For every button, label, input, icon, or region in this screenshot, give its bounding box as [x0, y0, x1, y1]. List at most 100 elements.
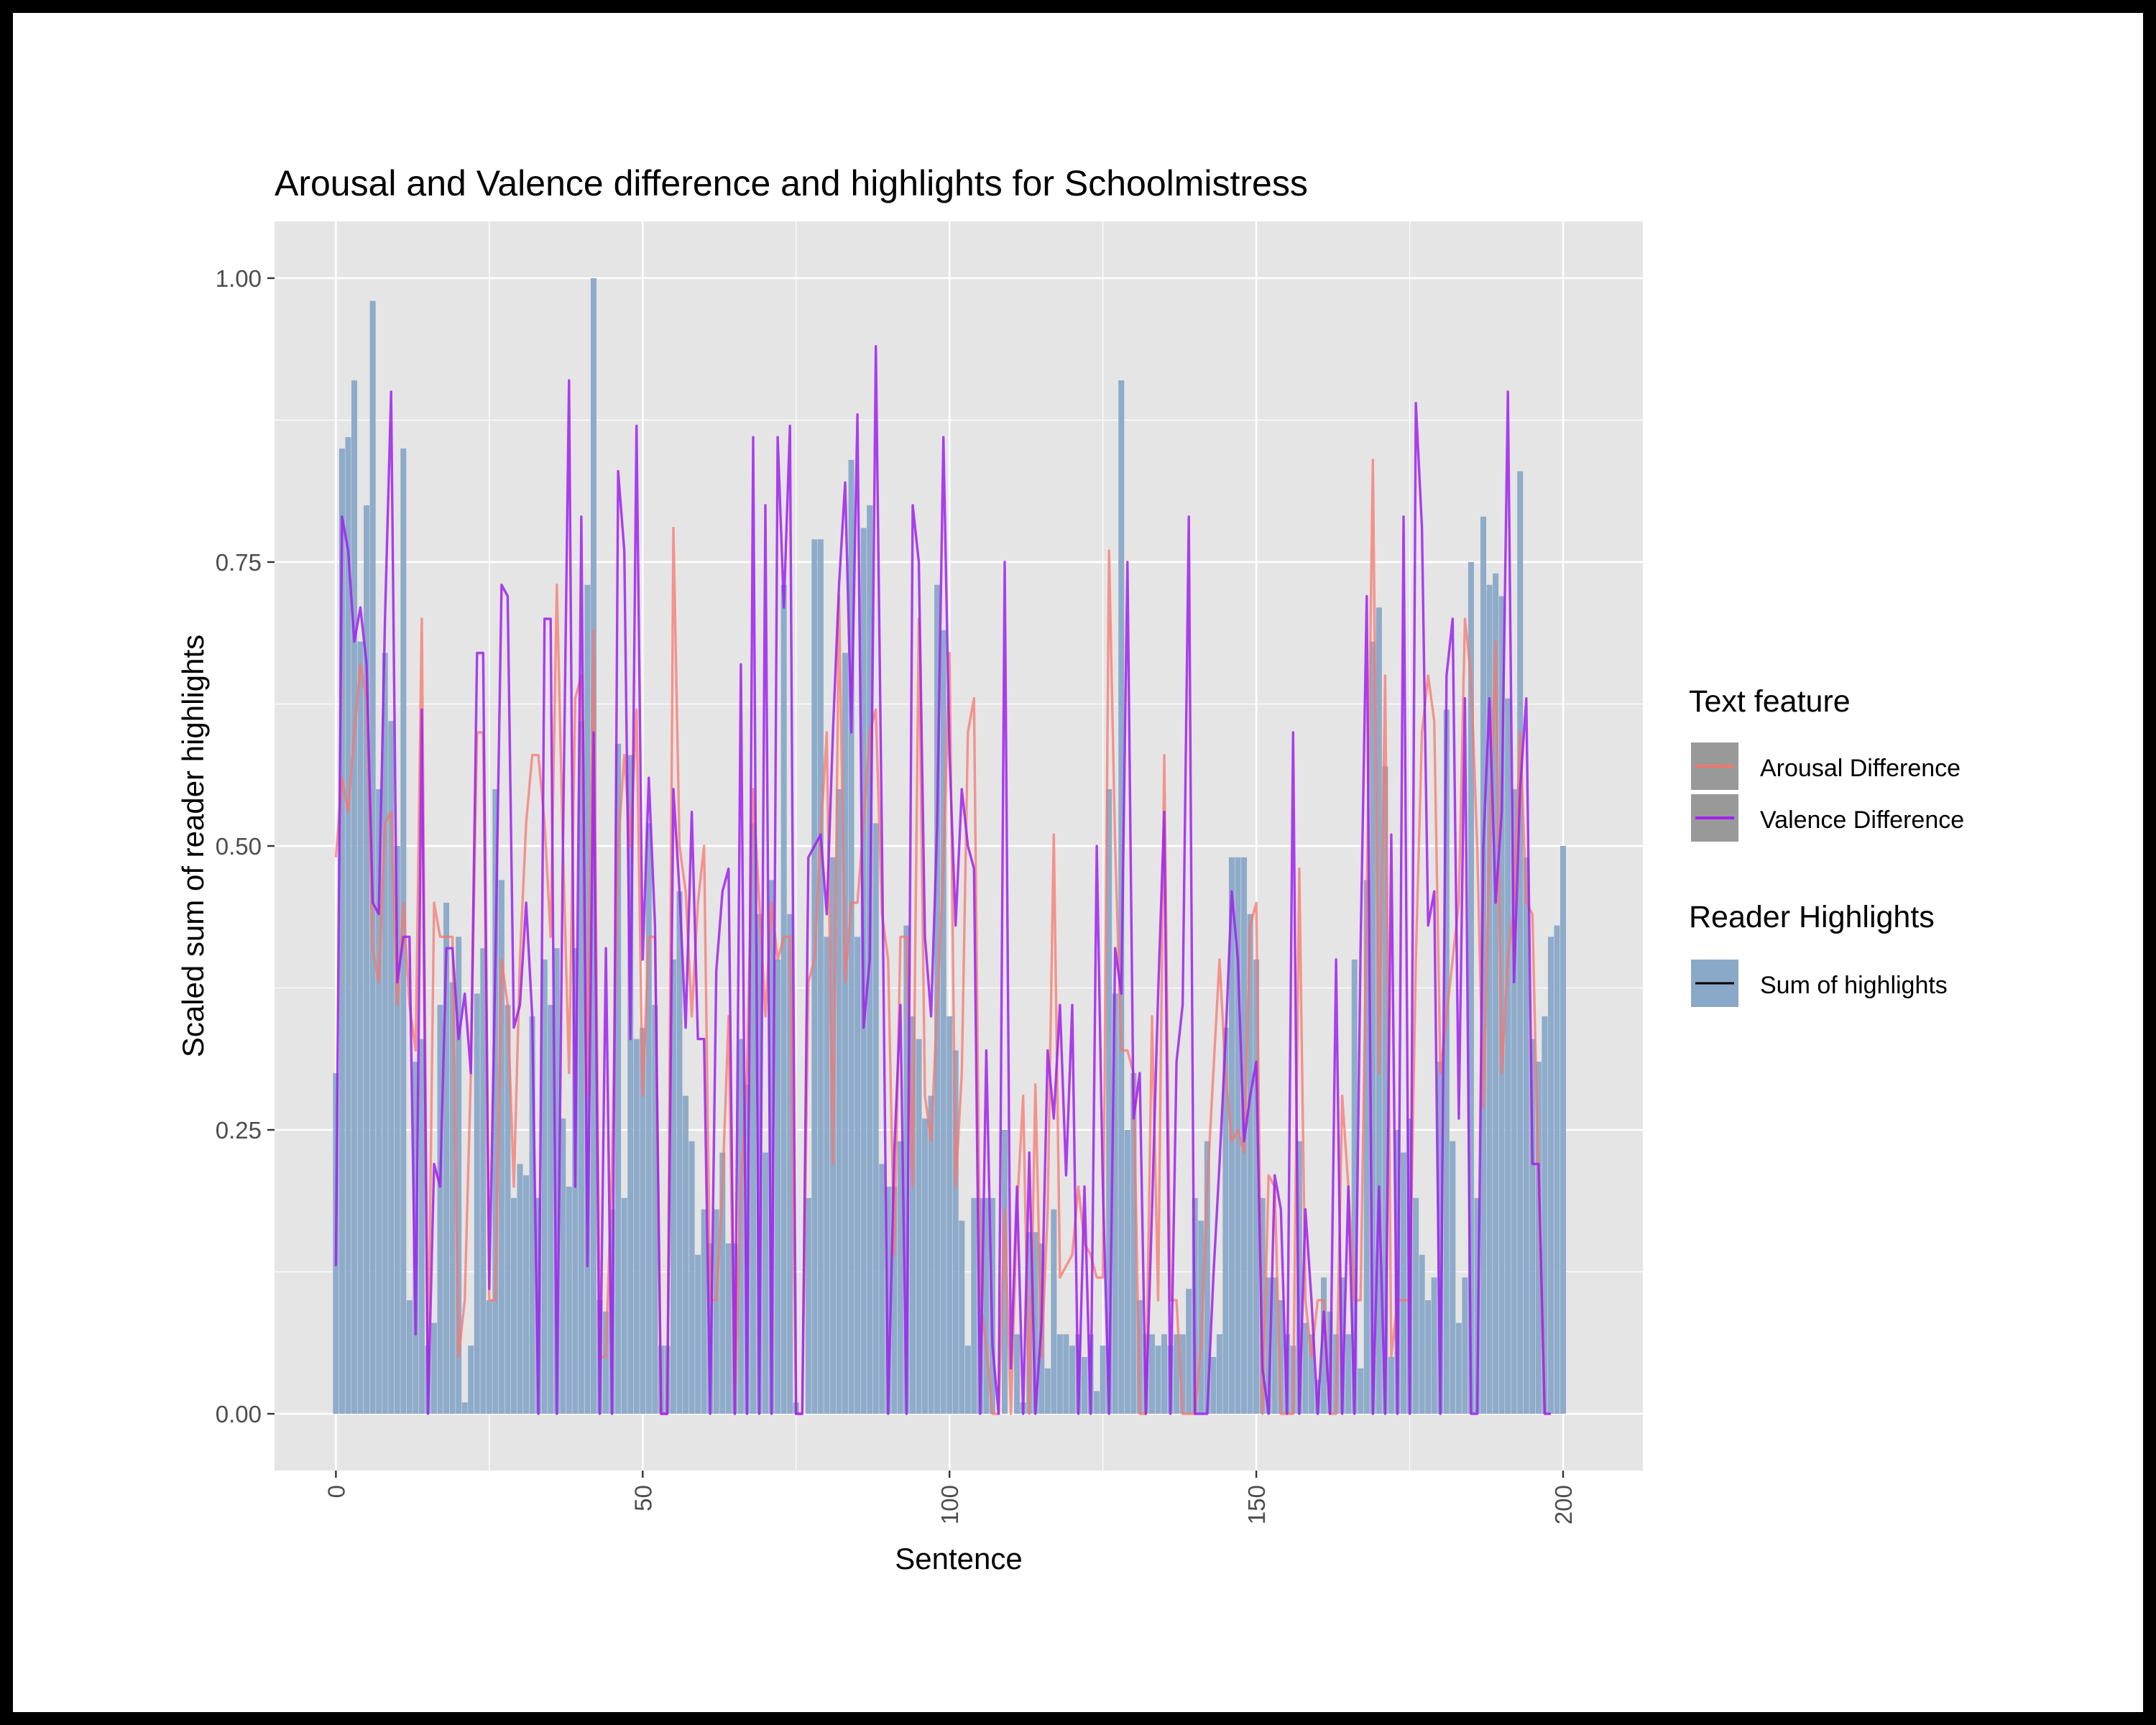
legend-entry-arousal: Arousal Difference: [1690, 741, 1961, 791]
highlight-bar: [824, 937, 830, 1414]
highlight-bar: [836, 789, 842, 1414]
highlight-bar: [946, 1016, 953, 1414]
highlight-bar: [1505, 698, 1511, 1414]
highlight-bar: [345, 437, 351, 1414]
highlight-bar: [400, 448, 407, 1414]
highlight-bar: [523, 1175, 530, 1414]
highlight-bar: [940, 630, 946, 1414]
highlight-bar: [1443, 709, 1450, 1414]
highlight-bar: [1547, 937, 1554, 1414]
highlight-bar: [1253, 960, 1260, 1414]
legend-label-highlights: Sum of highlights: [1760, 972, 1948, 999]
highlight-bar: [1014, 1334, 1021, 1414]
highlight-bar: [364, 505, 370, 1414]
highlight-bar: [1468, 562, 1474, 1414]
highlight-bar: [1560, 846, 1567, 1414]
highlight-bar: [750, 823, 756, 1414]
highlight-bar: [548, 1005, 554, 1414]
highlight-bar: [1124, 1130, 1130, 1414]
highlight-bar: [1388, 1357, 1394, 1414]
chart-svg: Arousal and Valence difference and highl…: [176, 163, 1964, 1576]
highlight-bar: [510, 1197, 517, 1414]
highlight-bar: [505, 1005, 511, 1414]
y-axis-label: Scaled sum of reader highlights: [176, 635, 210, 1057]
highlight-bar: [437, 1005, 443, 1414]
highlight-bar: [1462, 1277, 1468, 1414]
highlight-bar: [1450, 1141, 1456, 1414]
highlight-bar: [1308, 1334, 1314, 1414]
highlight-bar: [909, 1016, 916, 1414]
legend-title-text-feature: Text feature: [1689, 684, 1851, 719]
chart-canvas: Arousal and Valence difference and highl…: [13, 13, 2143, 1712]
highlight-bar: [376, 789, 382, 1414]
highlight-bar: [498, 880, 505, 1414]
highlight-bar: [1455, 1322, 1462, 1414]
highlight-bar: [338, 448, 345, 1414]
highlight-bar: [406, 1300, 413, 1414]
highlight-bar: [903, 925, 910, 1414]
highlight-bar: [1259, 1197, 1266, 1414]
highlight-bar: [701, 1209, 707, 1414]
x-tick-label: 50: [630, 1485, 656, 1512]
highlight-bar: [1106, 789, 1112, 1414]
highlight-bar: [1002, 1130, 1008, 1414]
highlight-bar: [959, 1220, 965, 1414]
x-tick-label: 100: [936, 1485, 963, 1524]
y-tick-label: 0.25: [216, 1117, 262, 1144]
highlight-bar: [854, 937, 861, 1414]
y-axis: 0.00 0.25 0.50 0.75 1.00: [216, 265, 275, 1427]
highlight-bar: [529, 1016, 535, 1414]
legend-label-valence: Valence Difference: [1760, 806, 1964, 834]
highlight-bar: [1222, 1027, 1229, 1414]
highlight-bar: [787, 914, 793, 1414]
highlight-bar: [780, 584, 787, 1414]
highlight-bar: [725, 1243, 732, 1414]
highlight-bar: [1069, 1346, 1075, 1414]
highlight-bar: [388, 721, 395, 1414]
highlight-bar: [603, 1311, 609, 1414]
highlight-bar: [688, 1141, 695, 1414]
legend: Text feature Arousal Difference Valence …: [1689, 684, 1964, 1008]
highlight-bar: [553, 948, 560, 1414]
highlight-bar: [1082, 1357, 1088, 1414]
highlight-bar: [652, 1005, 658, 1414]
legend-label-arousal: Arousal Difference: [1760, 755, 1961, 782]
x-tick-label: 200: [1550, 1485, 1577, 1524]
highlight-bar: [1351, 960, 1358, 1414]
highlight-bar: [492, 789, 499, 1414]
highlight-bar: [695, 1254, 701, 1414]
highlight-bar: [1266, 1277, 1272, 1414]
highlight-bar: [1523, 857, 1529, 1414]
highlight-bar: [756, 914, 763, 1414]
highlight-bar: [584, 584, 591, 1414]
highlight-bar: [468, 1346, 474, 1414]
highlight-bar: [394, 846, 400, 1414]
highlight-bar: [676, 891, 683, 1414]
highlight-bar: [713, 1209, 719, 1414]
highlight-bar: [456, 937, 462, 1414]
arousal-difference-line: [334, 459, 1547, 1415]
highlight-bar: [1321, 1277, 1327, 1414]
highlight-bar: [633, 1039, 640, 1414]
highlight-bar: [1437, 1062, 1444, 1414]
highlight-bar: [1026, 1232, 1033, 1414]
highlight-bar: [541, 960, 548, 1414]
highlight-bar: [1247, 914, 1253, 1414]
chart-title: Arousal and Valence difference and highl…: [275, 163, 1308, 203]
highlight-bar: [1148, 1334, 1155, 1414]
highlight-bar: [443, 903, 450, 1414]
highlight-bar: [922, 1118, 929, 1414]
highlight-bar: [1535, 1062, 1542, 1414]
highlight-bar: [971, 1197, 977, 1414]
highlight-bar: [897, 1141, 903, 1414]
highlight-bar: [891, 1187, 898, 1414]
highlight-bar: [1529, 1039, 1536, 1414]
highlight-bar: [1511, 789, 1517, 1414]
highlight-bar: [1235, 857, 1241, 1414]
highlight-bar: [1419, 1254, 1425, 1414]
highlight-bar: [418, 1039, 425, 1414]
highlight-bar: [928, 1095, 934, 1414]
highlight-bar: [382, 653, 388, 1414]
highlight-bar: [357, 641, 364, 1414]
